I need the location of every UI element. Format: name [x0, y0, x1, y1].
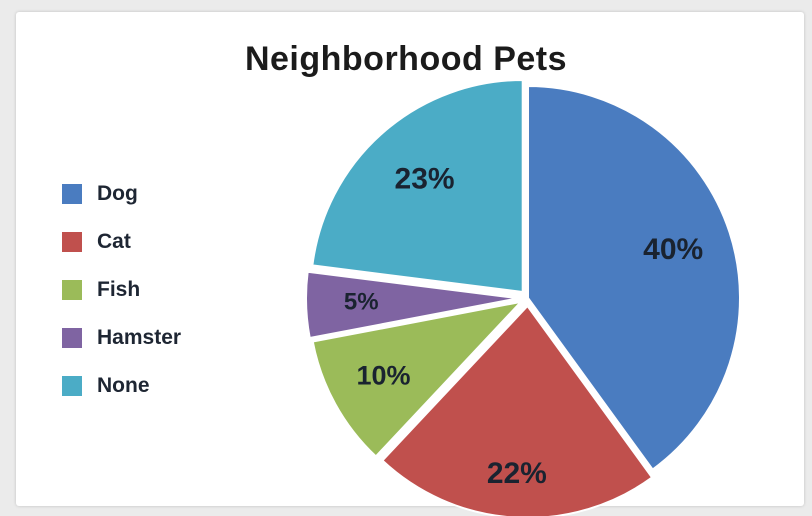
pie-slice-fish [311, 300, 524, 458]
pie-slice-cat [380, 304, 654, 516]
legend-swatch-none [62, 376, 82, 396]
legend-item-hamster: Hamster [62, 326, 181, 350]
legend-label-dog: Dog [97, 182, 138, 205]
chart-title: Neighborhood Pets [244, 40, 568, 78]
legend-item-fish: Fish [62, 278, 181, 302]
pie-slices [305, 78, 741, 516]
legend-label-fish: Fish [97, 278, 141, 301]
pie-label-cat: 22% [487, 457, 547, 490]
legend-item-dog: Dog [62, 182, 181, 206]
legend-label-hamster: Hamster [97, 326, 182, 349]
pie-label-dog: 40% [643, 233, 703, 266]
legend-swatch-fish [62, 280, 82, 300]
legend-item-none: None [62, 374, 181, 398]
legend-swatch-cat [62, 232, 82, 252]
legend-item-cat: Cat [62, 230, 181, 254]
legend-label-none: None [97, 374, 150, 397]
legend-swatch-dog [62, 184, 82, 204]
pie-slice-none [311, 78, 524, 294]
pie-label-fish: 10% [356, 361, 410, 391]
pie-slice-dog [527, 84, 741, 471]
pie-labels: 40% 22% 10% 5% 23% [344, 163, 703, 491]
pie-label-none: 23% [395, 163, 455, 196]
pie-slice-hamster [305, 270, 519, 340]
legend: Dog Cat Fish Hamster None [62, 182, 181, 422]
legend-swatch-hamster [62, 328, 82, 348]
pie-label-hamster: 5% [344, 289, 379, 316]
legend-label-cat: Cat [97, 230, 131, 253]
